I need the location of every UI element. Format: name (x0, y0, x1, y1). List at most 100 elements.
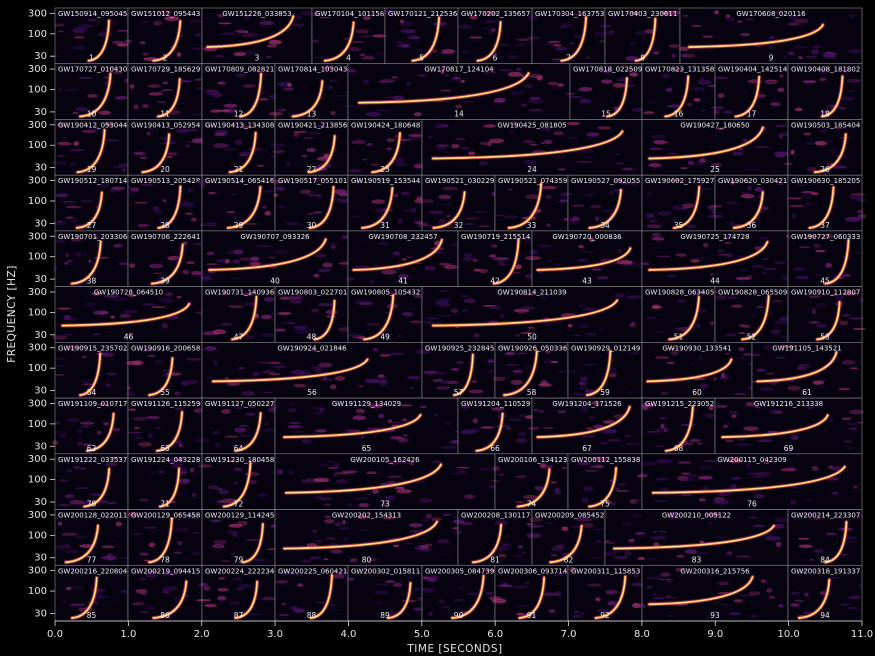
noise-blob (407, 36, 420, 39)
noise-blob (167, 152, 178, 155)
event-number: 2 (163, 54, 168, 63)
noise-blob (70, 149, 84, 151)
noise-blob (387, 28, 395, 30)
y-tick-label: 300 (28, 510, 47, 521)
noise-blob (787, 198, 802, 200)
spectrogram-panel: GW170814_10304313 (269, 64, 350, 120)
noise-blob (270, 143, 285, 147)
noise-blob (210, 520, 221, 523)
noise-blob (480, 468, 489, 471)
noise-blob (79, 24, 94, 28)
noise-blob (426, 514, 432, 519)
noise-blob (719, 603, 731, 605)
noise-blob (133, 360, 144, 365)
noise-blob (628, 391, 633, 394)
noise-blob (343, 37, 349, 40)
noise-blob (725, 14, 730, 17)
noise-blob (414, 587, 420, 591)
noise-blob (186, 141, 192, 143)
event-name: GW200115_042309 (717, 456, 786, 464)
noise-blob (489, 254, 497, 258)
event-name: GW191127_050227 (205, 400, 274, 408)
event-name: GW190408_181802 (791, 66, 860, 74)
noise-blob (623, 168, 633, 170)
noise-blob (324, 503, 331, 506)
noise-blob (139, 552, 148, 556)
noise-blob (174, 391, 180, 395)
spectrogram-panel: GW190828_06340551 (642, 287, 715, 343)
noise-blob (313, 56, 328, 58)
noise-blob (727, 296, 738, 298)
event-number: 89 (380, 611, 390, 620)
noise-blob (201, 277, 212, 281)
noise-blob (789, 205, 804, 208)
noise-blob (193, 531, 200, 534)
noise-blob (57, 142, 71, 146)
noise-blob (58, 30, 64, 32)
noise-blob (491, 244, 498, 247)
noise-blob (617, 249, 621, 254)
noise-blob (205, 263, 218, 265)
noise-blob (134, 202, 148, 204)
noise-blob (344, 105, 356, 107)
noise-blob (609, 373, 617, 377)
event-name: GW190503_185404 (791, 121, 861, 129)
noise-blob (156, 426, 161, 429)
noise-blob (668, 615, 674, 617)
noise-blob (158, 90, 166, 93)
noise-blob (814, 549, 823, 553)
event-name: GW150914_095045 (58, 10, 127, 18)
noise-blob (690, 87, 705, 92)
y-tick-label: 300 (28, 343, 47, 354)
noise-blob (655, 356, 669, 359)
event-name: GW170608_020116 (736, 10, 806, 18)
noise-blob (207, 192, 216, 195)
noise-blob (572, 216, 579, 220)
event-name: GW190602_175927 (645, 177, 714, 185)
noise-blob (577, 305, 588, 307)
noise-blob (510, 91, 525, 95)
event-name: GW191126_115259 (131, 400, 200, 408)
noise-blob (131, 533, 143, 535)
noise-blob (73, 466, 80, 468)
noise-blob (331, 111, 336, 115)
noise-blob (451, 368, 460, 371)
noise-blob (529, 109, 544, 112)
x-tick-label: 7.0 (561, 629, 577, 640)
noise-blob (740, 33, 750, 36)
noise-blob (856, 252, 862, 254)
noise-blob (230, 277, 243, 279)
noise-blob (468, 389, 483, 393)
noise-blob (757, 439, 772, 442)
noise-blob (658, 531, 668, 533)
noise-blob (338, 527, 351, 530)
noise-blob (794, 46, 808, 49)
noise-blob (436, 372, 446, 376)
noise-blob (394, 487, 405, 490)
noise-blob (345, 429, 360, 431)
noise-blob (295, 15, 303, 20)
event-number: 72 (234, 500, 244, 509)
noise-blob (56, 193, 68, 197)
noise-blob (404, 543, 415, 545)
spectrogram-panel: GW170104_1011584 (312, 8, 388, 64)
event-number: 40 (270, 277, 280, 286)
noise-blob (514, 501, 525, 503)
noise-blob (93, 333, 100, 335)
noise-blob (655, 478, 668, 481)
noise-blob (133, 152, 146, 156)
noise-blob (436, 386, 451, 390)
noise-blob (65, 494, 74, 498)
noise-blob (154, 360, 164, 364)
noise-blob (330, 384, 336, 389)
noise-blob (713, 376, 718, 381)
noise-blob (313, 411, 325, 414)
noise-blob (652, 233, 661, 238)
noise-blob (853, 328, 866, 330)
noise-blob (292, 23, 304, 26)
noise-blob (528, 74, 544, 78)
noise-blob (215, 545, 223, 547)
noise-blob (775, 357, 786, 359)
noise-blob (753, 525, 765, 527)
